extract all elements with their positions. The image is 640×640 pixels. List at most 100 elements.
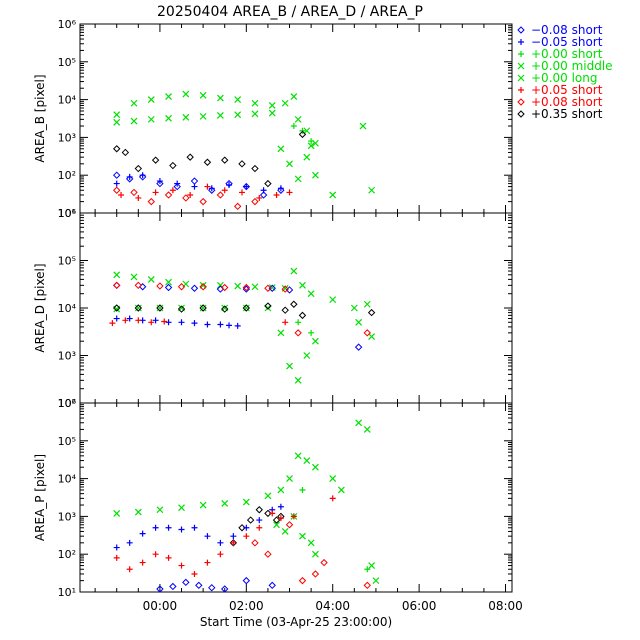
data-point: [308, 329, 315, 336]
data-point: [307, 290, 315, 298]
legend-symbol: [517, 26, 525, 34]
data-point: [191, 320, 198, 327]
panel-2: 10² 10³ 10⁴ 10⁵ 10⁶ AREA_D [pixel]: [33, 207, 513, 410]
data-point: [367, 308, 376, 317]
data-point: [204, 183, 211, 190]
data-point: [182, 194, 190, 202]
data-point: [299, 281, 306, 289]
data-point: [165, 319, 172, 326]
data-point: [126, 315, 133, 322]
data-point: [135, 317, 142, 324]
data-point: [134, 508, 142, 516]
series--0-00-long: [113, 109, 376, 199]
data-point: [256, 517, 263, 524]
y-tick-label: 10⁵: [58, 435, 76, 448]
data-point: [164, 191, 173, 199]
chart-title: 20250404 AREA_B / AREA_D / AREA_P: [157, 4, 423, 20]
data-point: [303, 127, 311, 135]
data-point: [156, 179, 164, 188]
series--0-35-short: [113, 300, 376, 320]
data-point: [134, 281, 143, 290]
data-point: [165, 524, 172, 531]
legend-label: +0.35 short: [531, 107, 603, 121]
series--0-05-short: [113, 172, 284, 194]
data-point: [221, 187, 228, 194]
data-point: [264, 509, 272, 518]
data-point: [216, 112, 224, 119]
data-point: [295, 319, 302, 326]
x-tick-label: 04:00: [315, 599, 350, 613]
data-point: [199, 91, 207, 99]
data-point: [303, 153, 311, 161]
data-point: [281, 528, 289, 535]
data-point: [169, 161, 177, 170]
data-point: [290, 513, 297, 520]
data-point: [126, 566, 133, 573]
data-point: [298, 130, 307, 139]
data-point: [264, 550, 272, 558]
data-point: [286, 475, 293, 483]
data-point: [113, 186, 121, 194]
data-point: [329, 296, 337, 304]
legend-symbol: [517, 110, 525, 118]
data-point: [226, 322, 233, 329]
data-point: [264, 492, 272, 500]
data-point: [234, 96, 242, 104]
data-point: [118, 191, 125, 198]
data-point: [174, 180, 181, 187]
data-point: [221, 305, 229, 313]
data-point: [242, 182, 251, 191]
series--0-08-short: [251, 521, 371, 590]
data-point: [277, 186, 285, 194]
data-point: [243, 533, 250, 540]
series--0-05-short: [113, 315, 241, 329]
data-point: [151, 156, 160, 164]
data-point: [199, 304, 207, 312]
data-point: [312, 171, 319, 179]
data-point: [161, 318, 168, 325]
data-point: [290, 300, 298, 308]
data-point: [156, 282, 164, 290]
data-point: [277, 329, 285, 337]
data-point: [156, 506, 164, 514]
data-point: [208, 583, 216, 592]
series--0-05-short: [118, 183, 293, 201]
data-point: [303, 352, 311, 359]
data-point: [134, 304, 142, 312]
data-point: [363, 329, 371, 337]
data-point: [182, 113, 190, 121]
data-point: [156, 178, 163, 185]
data-point: [273, 191, 280, 198]
data-point: [312, 550, 319, 558]
data-point: [294, 175, 302, 183]
data-point: [182, 90, 190, 98]
data-point: [350, 304, 358, 312]
legend-label: +0.08 short: [531, 95, 603, 109]
series--0-00-short: [295, 319, 315, 336]
data-point: [294, 329, 302, 337]
data-point: [294, 376, 302, 384]
data-point: [130, 99, 138, 107]
data-point: [182, 578, 190, 587]
data-point: [264, 304, 272, 312]
data-point: [217, 539, 224, 546]
panel-frame: [79, 402, 513, 593]
data-point: [298, 576, 307, 585]
data-point: [135, 194, 142, 201]
y-tick-label: 10⁵: [58, 56, 76, 69]
data-point: [277, 503, 284, 510]
data-point: [243, 524, 250, 531]
data-point: [272, 516, 281, 524]
data-point: [134, 304, 143, 312]
series--0-00-short: [290, 123, 315, 145]
data-point: [113, 180, 120, 187]
data-point: [286, 160, 293, 168]
data-point: [177, 283, 186, 291]
data-point: [264, 179, 272, 188]
data-point: [281, 99, 289, 107]
data-point: [268, 581, 276, 590]
data-point: [178, 526, 185, 533]
y-tick-label: 10⁴: [58, 473, 77, 486]
data-point: [148, 319, 155, 326]
data-point: [277, 486, 285, 494]
